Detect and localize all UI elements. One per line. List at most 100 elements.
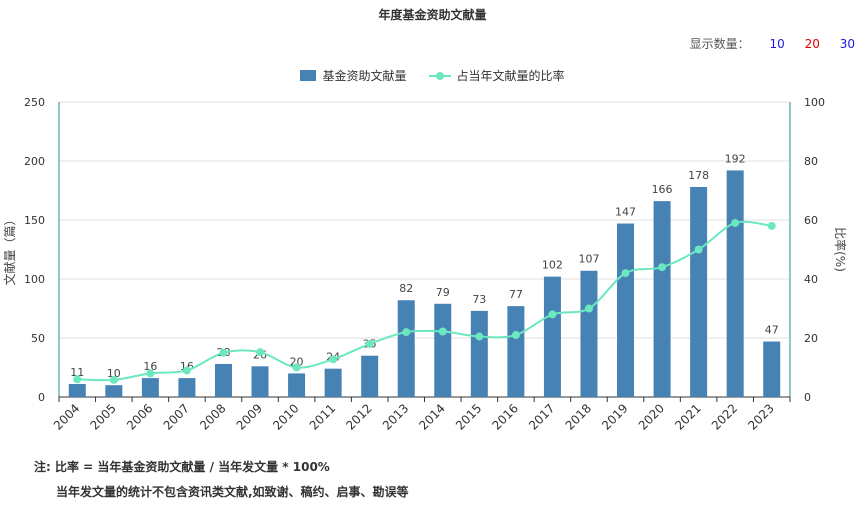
y-tick-label: 200 (24, 155, 45, 168)
bar-value-label: 77 (509, 288, 523, 301)
bar-value-label: 16 (143, 360, 157, 373)
y-axis-title: 文献量（篇） (2, 213, 17, 285)
legend-line-swatch (428, 70, 451, 81)
ratio-point (182, 366, 191, 375)
bar-value-label: 10 (107, 367, 121, 380)
bar (397, 300, 415, 397)
display-count-option-20[interactable]: 20 (804, 37, 820, 51)
ratio-point (767, 221, 776, 230)
x-tick-label: 2019 (599, 401, 630, 432)
bar-value-label: 107 (578, 253, 599, 266)
ratio-point (548, 310, 557, 319)
legend-bar-swatch (300, 70, 317, 81)
bar (580, 270, 598, 397)
ratio-point (438, 327, 447, 336)
x-tick-label: 2018 (563, 401, 594, 432)
ratio-point (329, 355, 338, 364)
note-line-1: 注: 比率 = 当年基金资助文献量 / 当年发文量 * 100% (34, 460, 330, 474)
x-tick-label: 2015 (453, 401, 484, 432)
y2-tick-label: 100 (804, 96, 825, 109)
x-tick-label: 2013 (380, 401, 411, 432)
bar-value-label: 147 (615, 206, 636, 219)
bar (288, 373, 306, 397)
x-tick-label: 2017 (526, 401, 557, 432)
y2-tick-label: 60 (804, 214, 818, 227)
ratio-point (511, 331, 520, 340)
ratio-point (365, 339, 374, 348)
bar (178, 378, 196, 397)
display-count-selector: 显示数量： 10 20 30 (690, 35, 855, 52)
ratio-point (694, 245, 703, 254)
bar-value-label: 102 (542, 259, 563, 272)
ratio-point (109, 375, 118, 384)
bar-value-label: 11 (70, 366, 84, 379)
bar (617, 223, 635, 397)
bar (324, 368, 342, 397)
y2-tick-label: 20 (804, 332, 818, 345)
bar-value-label: 73 (472, 293, 486, 306)
x-tick-label: 2007 (161, 401, 192, 432)
legend-item-line[interactable]: 占当年文献量的比率 (428, 67, 565, 84)
legend-line-label: 占当年文献量的比率 (456, 69, 565, 83)
x-tick-label: 2008 (197, 401, 228, 432)
bar (653, 201, 671, 397)
y-tick-label: 250 (24, 96, 45, 109)
ratio-point (475, 332, 484, 341)
note-line-2: 当年发文量的统计不包含资讯类文献,如致谢、稿约、启事、勘误等 (56, 485, 409, 499)
bar (726, 170, 744, 397)
display-count-option-10[interactable]: 10 (769, 37, 785, 51)
x-tick-label: 2014 (416, 401, 447, 432)
ratio-point (658, 263, 667, 272)
bar (251, 366, 269, 397)
bar (214, 363, 232, 397)
bar (434, 303, 452, 397)
y2-tick-label: 0 (804, 391, 811, 404)
bar-value-label: 178 (688, 169, 709, 182)
ratio-point (584, 304, 593, 313)
bar (690, 186, 708, 397)
bar (507, 306, 525, 397)
ratio-point (292, 363, 301, 372)
bar (141, 378, 159, 397)
x-tick-label: 2022 (709, 401, 740, 432)
bar (763, 341, 781, 397)
y2-axis-title: 比率(%) (833, 227, 848, 272)
bar-value-label: 20 (290, 355, 304, 368)
ratio-point (621, 269, 630, 278)
y-tick-label: 0 (38, 391, 45, 404)
display-count-label: 显示数量： (689, 37, 750, 51)
y-tick-label: 150 (24, 214, 45, 227)
bar-value-label: 47 (765, 324, 779, 337)
x-tick-label: 2005 (87, 401, 118, 432)
bar-value-label: 192 (725, 152, 746, 165)
bar-value-label: 166 (652, 183, 673, 196)
bar (470, 310, 488, 397)
x-tick-label: 2023 (745, 401, 776, 432)
ratio-point (402, 328, 411, 337)
x-tick-label: 2011 (307, 401, 338, 432)
x-tick-label: 2020 (636, 401, 667, 432)
x-tick-label: 2006 (124, 401, 155, 432)
chart-title: 年度基金资助文献量 (378, 8, 487, 22)
bar (68, 384, 86, 397)
x-tick-label: 2010 (270, 401, 301, 432)
ratio-point (73, 375, 82, 384)
chart-legend: 基金资助文献量 占当年文献量的比率 (0, 67, 865, 84)
legend-item-bar[interactable]: 基金资助文献量 (300, 67, 407, 84)
ratio-point (731, 218, 740, 227)
ratio-point (219, 348, 228, 357)
display-count-option-30[interactable]: 30 (839, 37, 855, 51)
y-tick-label: 50 (31, 332, 45, 345)
bar-value-label: 79 (436, 286, 450, 299)
legend-bar-label: 基金资助文献量 (322, 69, 407, 83)
bar (361, 355, 379, 397)
y-tick-label: 100 (24, 273, 45, 286)
ratio-point (146, 369, 155, 378)
x-tick-label: 2012 (343, 401, 374, 432)
y2-tick-label: 40 (804, 273, 818, 286)
ratio-point (256, 348, 265, 357)
x-tick-label: 2004 (51, 401, 82, 432)
bar (105, 385, 123, 397)
y2-tick-label: 80 (804, 155, 818, 168)
